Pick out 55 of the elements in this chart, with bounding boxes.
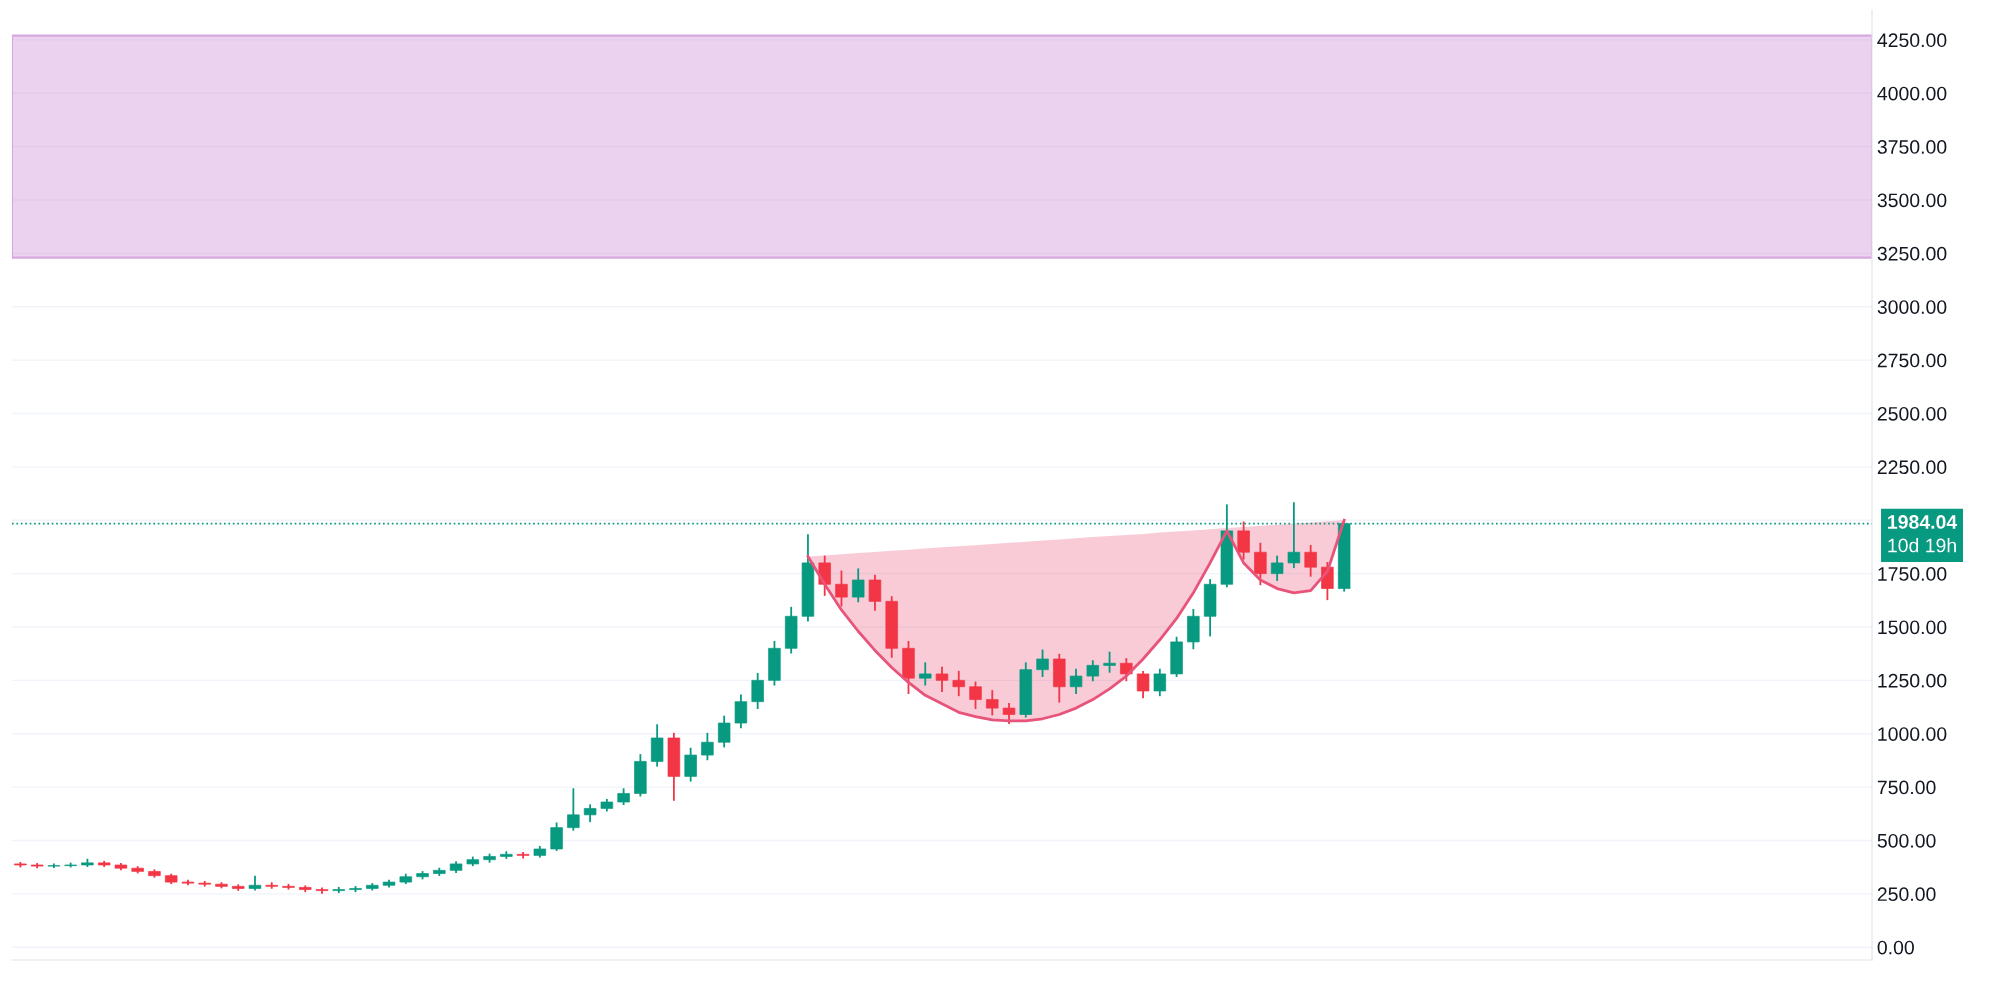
y-tick-label: 1500.00 — [1878, 620, 1947, 635]
y-tick-label: 3250.00 — [1877, 246, 1947, 261]
y-tick-label: 2250.00 — [1877, 460, 1947, 475]
y-tick-label: 3750.00 — [1877, 140, 1947, 154]
candlestick — [1136, 670, 1150, 699]
candlestick — [1304, 544, 1317, 577]
candlestick — [701, 732, 714, 761]
y-tick-label: 1750.00 — [1878, 567, 1947, 581]
candlestick — [1103, 651, 1116, 673]
candlestick — [1002, 702, 1016, 724]
y-tick-label: 0.00 — [1877, 940, 1914, 955]
candlestick — [986, 690, 999, 716]
candlestick — [684, 747, 697, 782]
y-tick-label: 750.00 — [1877, 780, 1936, 795]
y-tick-label: 2750.00 — [1877, 353, 1947, 368]
y-tick-label: 1000.00 — [1878, 727, 1947, 741]
candlestick — [1287, 502, 1301, 569]
candlestick — [1254, 542, 1267, 586]
candlestick — [734, 694, 748, 729]
candlestick — [835, 570, 848, 607]
candlestick — [650, 724, 664, 767]
y-tick-label: 500.00 — [1877, 833, 1936, 848]
ref-line-label: 1984.04 — [1888, 515, 1958, 529]
y-tick-label: 1250.00 — [1878, 673, 1947, 688]
candlestick — [550, 822, 563, 851]
y-tick-label: 3500.00 — [1877, 193, 1947, 208]
candlestick — [1270, 555, 1284, 581]
candlestick — [1237, 521, 1250, 560]
y-tick-label: 4250.00 — [1877, 33, 1947, 48]
candlestick — [852, 568, 865, 603]
candlestick — [1036, 649, 1049, 677]
y-tick-label: 2500.00 — [1877, 406, 1947, 421]
y-tick-label: 250.00 — [1877, 887, 1936, 902]
candlestick — [567, 788, 580, 831]
candlestick — [1069, 668, 1083, 695]
candlestick — [751, 673, 764, 709]
candlestick — [935, 666, 949, 692]
candlestick — [232, 884, 245, 891]
candlestick — [265, 882, 278, 889]
candlestick — [919, 662, 932, 686]
candlestick — [500, 851, 513, 859]
candlestick — [717, 715, 731, 748]
candlestick — [1086, 660, 1100, 682]
candlestick — [952, 670, 965, 697]
candlestick — [315, 887, 329, 894]
candlestick — [47, 863, 61, 869]
candlestick — [516, 851, 530, 859]
text: 10d 19h — [1888, 538, 1956, 553]
candlestick — [1153, 668, 1167, 697]
candlestick — [969, 681, 982, 709]
candlestick — [818, 555, 831, 596]
y-tick-label: 3000.00 — [1877, 300, 1947, 314]
candlestick — [868, 574, 882, 611]
y-tick-label: 4000.00 — [1877, 86, 1947, 101]
candlestick — [332, 886, 345, 894]
